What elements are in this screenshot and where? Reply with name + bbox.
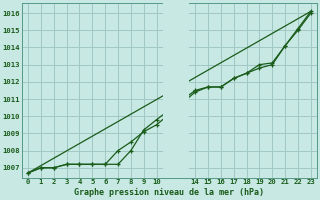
Bar (163, 3, 189, 178)
X-axis label: Graphe pression niveau de la mer (hPa): Graphe pression niveau de la mer (hPa) (75, 188, 264, 197)
